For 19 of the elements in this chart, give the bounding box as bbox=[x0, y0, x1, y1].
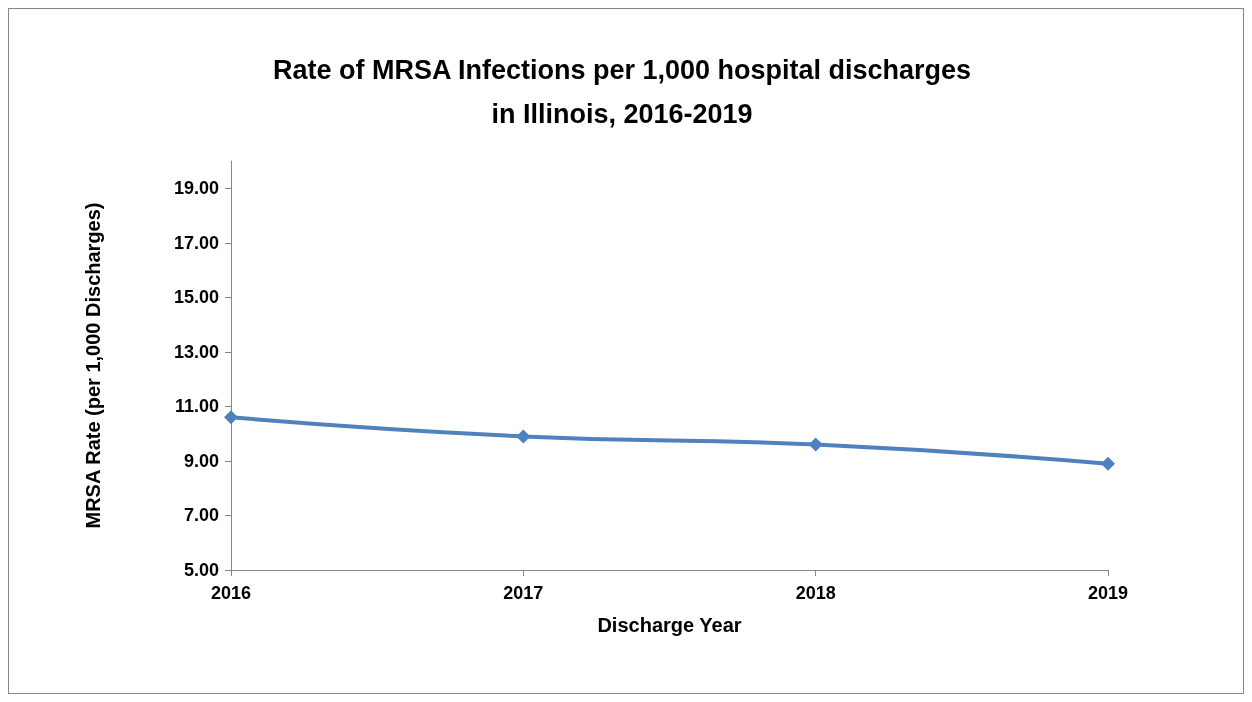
y-tick-label: 7.00 bbox=[183, 505, 219, 526]
x-tick-label: 2017 bbox=[503, 583, 544, 603]
y-tick-label: 11.00 bbox=[174, 396, 219, 417]
y-tick-label: 19.00 bbox=[173, 178, 219, 199]
point bbox=[1101, 456, 1115, 471]
y-tick-label: 15.00 bbox=[173, 287, 219, 308]
point bbox=[808, 437, 823, 452]
x-tick-label: 2019 bbox=[1087, 583, 1129, 603]
y-tick-label: 17.00 bbox=[173, 232, 219, 253]
chart-title: Rate of MRSA Infections per 1,000 hospital discharges in Illinois, 2016-2019 bbox=[272, 55, 972, 129]
x-tick-label: 2018 bbox=[795, 583, 836, 603]
x-tick-label: 2016 bbox=[210, 583, 252, 603]
y-axis-title: MRSA Rate (per 1,000 Discharges) bbox=[82, 202, 104, 529]
y-tick-label: 5.00 bbox=[183, 560, 219, 580]
y-tick-label: 9.00 bbox=[183, 450, 219, 471]
y-tick-label: 13.00 bbox=[173, 341, 219, 362]
point bbox=[224, 410, 238, 425]
x-axis-title: Discharge Year bbox=[597, 614, 742, 636]
point bbox=[516, 429, 531, 444]
